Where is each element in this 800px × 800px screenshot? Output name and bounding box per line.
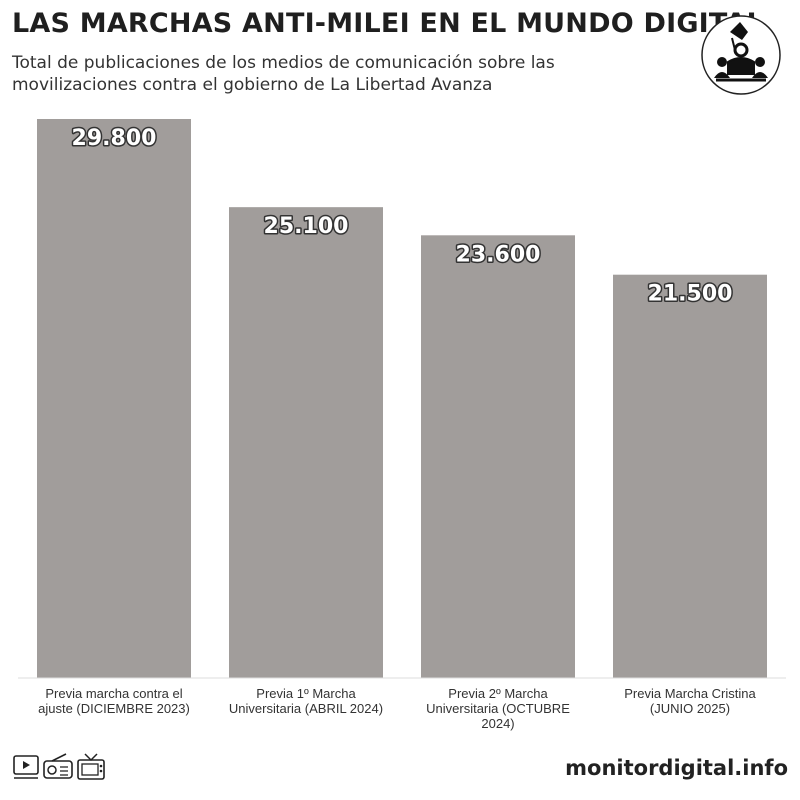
site-url: monitordigital.info [565,756,788,780]
x-tick-label: Previa 2º Marcha Universitaria (OCTUBRE 20… [426,686,570,731]
bar-value-label: 25.100 [264,214,349,239]
bar [37,119,191,678]
x-tick-label: Previa Marcha Cristina (JUNIO 2025) [624,686,756,716]
bar-value-label: 29.800 [72,126,157,151]
bar [229,207,383,678]
chart-subtitle: Total de publicaciones de los medios de … [12,53,555,95]
x-tick-label: Previa 1º Marcha Universitaria (ABRIL 202… [229,686,383,716]
bar-value-label: 23.600 [456,242,541,267]
x-tick-label: Previa marcha contra el ajuste (DICIEMBRE… [38,686,190,716]
media-player-icon [13,755,39,779]
radio-icon [43,753,73,779]
protest-raised-fist-icon [701,15,781,95]
chart-title: LAS MARCHAS ANTI-MILEI EN EL MUNDO DIGIT… [12,8,764,39]
tv-icon [77,753,105,780]
bar-value-label: 21.500 [648,282,733,307]
media-icons [13,753,105,780]
bar [421,235,575,679]
bar [613,274,767,678]
